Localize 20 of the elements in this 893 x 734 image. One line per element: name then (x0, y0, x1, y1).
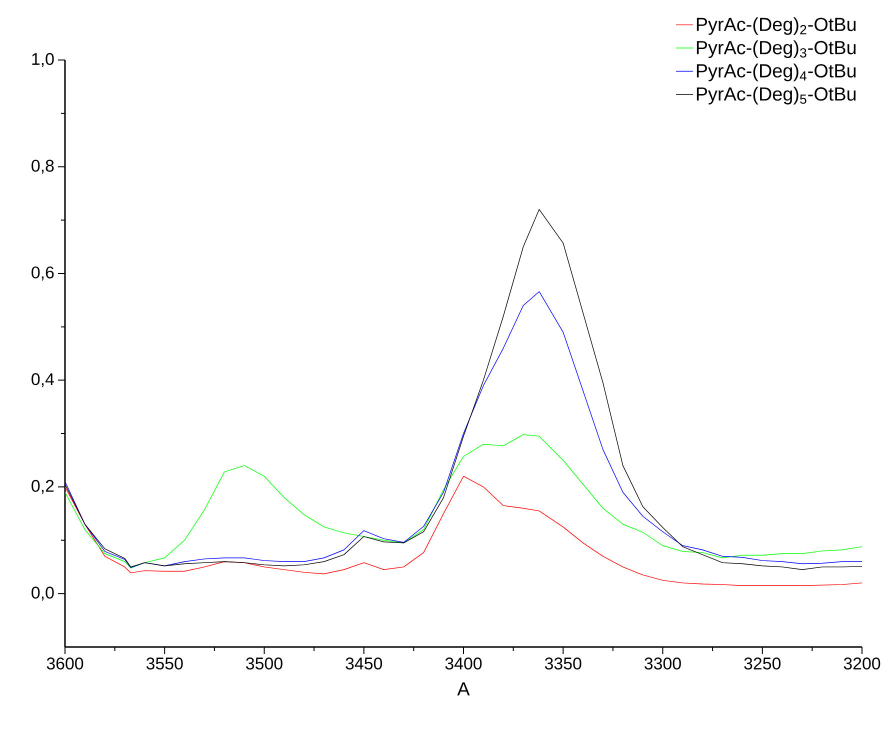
y-tick-label: 0,4 (32, 373, 54, 388)
x-tick-label: 3600 (46, 658, 84, 670)
x-tick-label: 3200 (844, 658, 880, 670)
y-tick-label: 0,0 (32, 586, 54, 601)
y-tick-label: 1,0 (32, 52, 54, 67)
x-tick-label: 3550 (146, 658, 183, 670)
x-tick-label: 3250 (744, 658, 781, 670)
x-tick-label: 3450 (346, 658, 382, 670)
legend-label: PyrAc-(Deg)$_{3}$-OtBu (696, 40, 856, 58)
legend-label: PyrAc-(Deg)$_{4}$-OtBu (696, 64, 856, 82)
x-tick-label: 3300 (644, 658, 681, 670)
legend-label: PyrAc-(Deg)$_{2}$-OtBu (696, 17, 856, 35)
x-tick-label: 3400 (445, 658, 482, 670)
y-tick-label: 0,6 (32, 266, 54, 280)
y-tick-label: 0,8 (32, 160, 54, 174)
y-tick-label: 0,2 (32, 480, 54, 494)
x-tick-label: 3350 (544, 658, 582, 670)
x-axis-title: A (457, 682, 470, 696)
legend-label: PyrAc-(Deg)$_{5}$-OtBu (696, 86, 856, 104)
x-tick-label: 3500 (246, 658, 282, 670)
